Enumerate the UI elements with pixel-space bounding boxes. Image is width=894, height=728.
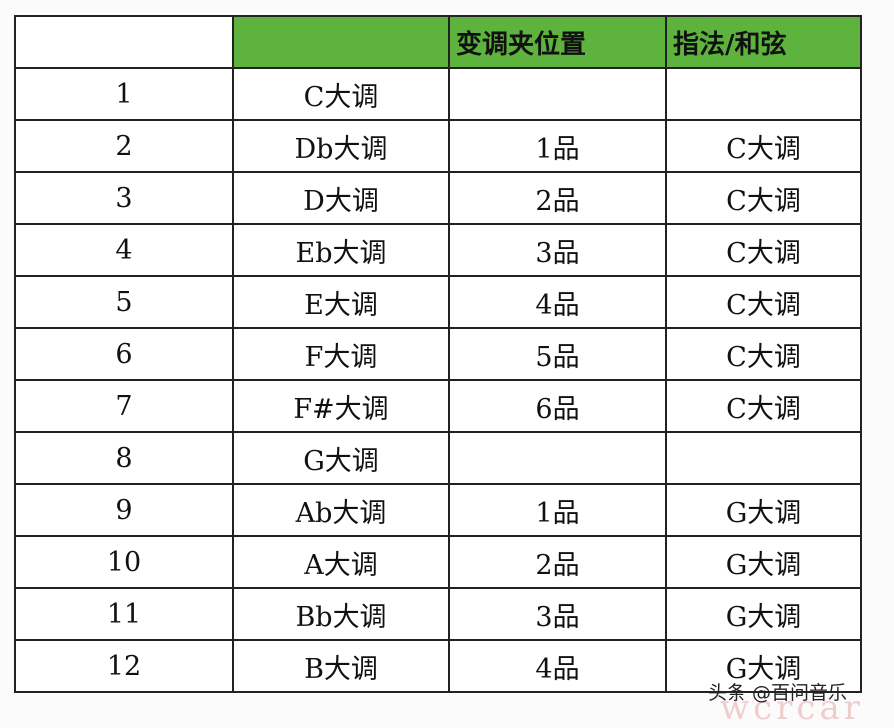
capo-key-table: 变调夹位置 指法/和弦 1 C大调 2 Db大调 1品 C大调 3 D大调 2品 C大调 4 Eb大调… — [14, 15, 862, 693]
chord-cell: G大调 — [665, 587, 862, 641]
header-cell-index — [14, 15, 234, 69]
header-cell-key — [232, 15, 450, 69]
key-cell: Ab大调 — [232, 483, 450, 537]
key-cell: D大调 — [232, 171, 450, 225]
chord-cell — [665, 67, 862, 121]
table-row: 9 Ab大调 1品 G大调 — [14, 483, 862, 537]
chord-cell: C大调 — [665, 275, 862, 329]
key-cell: Db大调 — [232, 119, 450, 173]
header-cell-capo: 变调夹位置 — [448, 15, 667, 69]
chord-cell: C大调 — [665, 379, 862, 433]
key-cell: A大调 — [232, 535, 450, 589]
table-row: 2 Db大调 1品 C大调 — [14, 119, 862, 173]
chord-cell: C大调 — [665, 119, 862, 173]
index-cell: 12 — [14, 639, 234, 693]
key-cell: F#大调 — [232, 379, 450, 433]
index-cell: 8 — [14, 431, 234, 485]
capo-cell: 4品 — [448, 639, 667, 693]
table-row: 6 F大调 5品 C大调 — [14, 327, 862, 381]
table-row: 8 G大调 — [14, 431, 862, 485]
index-cell: 3 — [14, 171, 234, 225]
capo-cell: 1品 — [448, 119, 667, 173]
capo-cell: 4品 — [448, 275, 667, 329]
index-cell: 1 — [14, 67, 234, 121]
capo-cell: 3品 — [448, 587, 667, 641]
table-row: 4 Eb大调 3品 C大调 — [14, 223, 862, 277]
key-cell: C大调 — [232, 67, 450, 121]
key-cell: B大调 — [232, 639, 450, 693]
header-row: 变调夹位置 指法/和弦 — [14, 15, 862, 69]
index-cell: 7 — [14, 379, 234, 433]
key-cell: Bb大调 — [232, 587, 450, 641]
key-cell: G大调 — [232, 431, 450, 485]
index-cell: 6 — [14, 327, 234, 381]
index-cell: 4 — [14, 223, 234, 277]
chord-cell: G大调 — [665, 639, 862, 693]
capo-cell: 5品 — [448, 327, 667, 381]
key-cell: F大调 — [232, 327, 450, 381]
header-cell-chord: 指法/和弦 — [665, 15, 862, 69]
chord-cell: C大调 — [665, 223, 862, 277]
watermark: 头条 @百问音乐 — [708, 682, 848, 704]
table-row: 12 B大调 4品 G大调 — [14, 639, 862, 693]
table-row: 11 Bb大调 3品 G大调 — [14, 587, 862, 641]
table-row: 1 C大调 — [14, 67, 862, 121]
capo-cell: 1品 — [448, 483, 667, 537]
table-row: 5 E大调 4品 C大调 — [14, 275, 862, 329]
capo-cell — [448, 67, 667, 121]
capo-cell: 2品 — [448, 535, 667, 589]
chord-cell: C大调 — [665, 327, 862, 381]
key-cell: Eb大调 — [232, 223, 450, 277]
chord-cell — [665, 431, 862, 485]
index-cell: 10 — [14, 535, 234, 589]
table-row: 10 A大调 2品 G大调 — [14, 535, 862, 589]
index-cell: 11 — [14, 587, 234, 641]
index-cell: 5 — [14, 275, 234, 329]
chord-cell: G大调 — [665, 483, 862, 537]
capo-cell: 2品 — [448, 171, 667, 225]
index-cell: 2 — [14, 119, 234, 173]
capo-cell: 6品 — [448, 379, 667, 433]
chord-cell: G大调 — [665, 535, 862, 589]
capo-cell: 3品 — [448, 223, 667, 277]
key-cell: E大调 — [232, 275, 450, 329]
table-row: 3 D大调 2品 C大调 — [14, 171, 862, 225]
index-cell: 9 — [14, 483, 234, 537]
table-row: 7 F#大调 6品 C大调 — [14, 379, 862, 433]
chord-cell: C大调 — [665, 171, 862, 225]
capo-cell — [448, 431, 667, 485]
